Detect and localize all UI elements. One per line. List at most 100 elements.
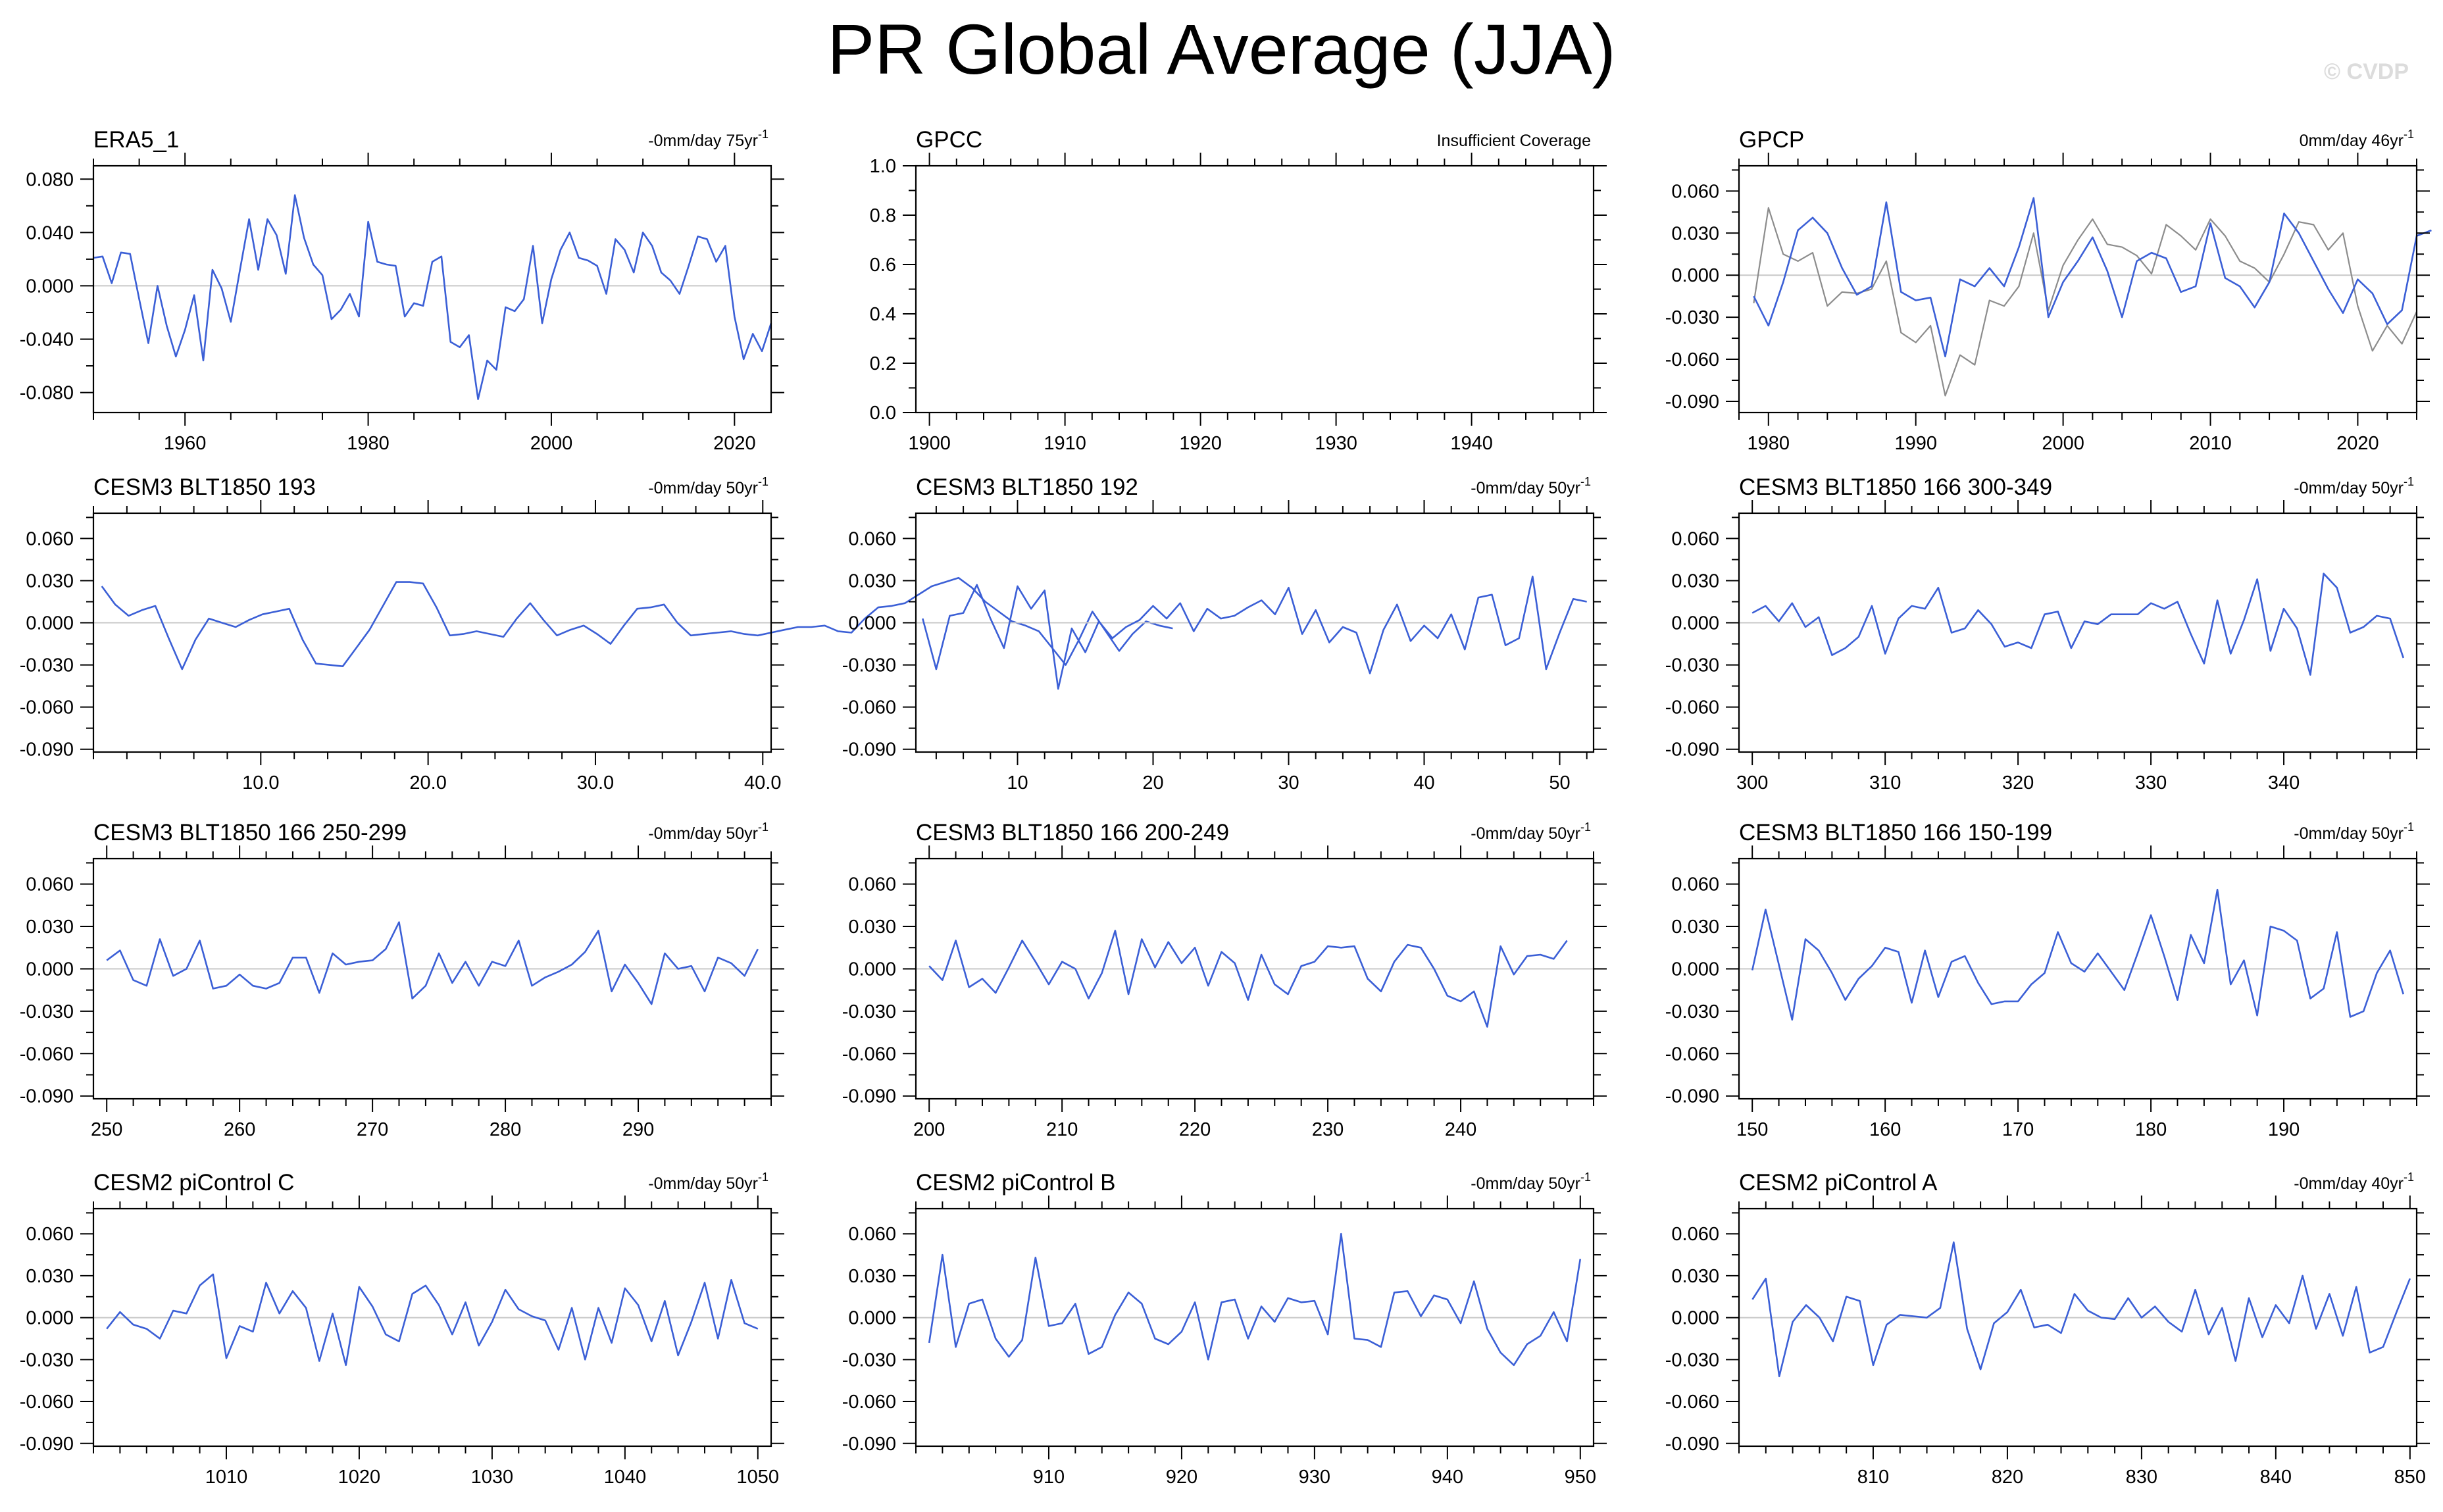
y-tick-label: -0.090 [842, 1086, 896, 1107]
y-tick-label: 0.000 [1671, 613, 1719, 634]
panel-trend-label: -0mm/day 50yr-1 [648, 475, 768, 497]
panel-trend-label: -0mm/day 50yr-1 [648, 1171, 768, 1193]
x-tick-label: 50 [1549, 772, 1570, 794]
x-tick-label: 920 [1166, 1467, 1197, 1488]
x-tick-label: 210 [1046, 1119, 1078, 1140]
series-line-cesm2-picontrol-b [928, 1232, 1582, 1367]
y-tick-label: 0.030 [1671, 223, 1719, 244]
panel-pic_a: 810 820 830 840 850 -0.090 -0.060 -0.030 0.000 0.… [1665, 1170, 2430, 1488]
x-tick-label: 40.0 [744, 772, 781, 794]
trend-superscript: -1 [2404, 1171, 2414, 1184]
x-tick-label: 40 [1413, 772, 1434, 794]
series-line-gpcp [1753, 197, 2432, 358]
y-tick-label: 0.060 [1671, 1224, 1719, 1245]
y-tick-label: -0.090 [20, 1086, 74, 1107]
y-tick-label: -0.060 [1665, 697, 1719, 718]
plot-frame [1738, 857, 2418, 1100]
x-tick-label: 1960 [164, 433, 207, 454]
y-tick-label: 0.060 [848, 1224, 896, 1245]
panel-blt166d: 150 160 170 180 190 -0.090 -0.060 -0.030 0.000 0.… [1665, 820, 2430, 1140]
trend-superscript: -1 [758, 1171, 768, 1184]
y-tick-label: -0.090 [20, 1434, 74, 1455]
y-tick-label: 0.030 [848, 570, 896, 592]
panel-title: CESM2 piControl C [93, 1170, 294, 1196]
plot-frame [92, 1207, 772, 1448]
y-tick-label: 0.6 [870, 255, 896, 276]
trend-superscript: -1 [2404, 820, 2414, 834]
y-tick-label: -0.040 [20, 330, 74, 351]
panel-pic_b: 910 920 930 940 950 -0.090 -0.060 -0.030 0.000 0.… [842, 1170, 1607, 1488]
y-tick-label: 1.0 [870, 156, 896, 177]
x-tick-label: 930 [1299, 1467, 1330, 1488]
y-tick-label: 0.000 [1671, 265, 1719, 286]
x-tick-label: 1900 [908, 433, 951, 454]
y-tick-label: -0.060 [842, 697, 896, 718]
plot-frame [1738, 1207, 2418, 1448]
panel-trend-label: -0mm/day 50yr-1 [2294, 820, 2414, 843]
panel-trend-label: -0mm/day 50yr-1 [2294, 475, 2414, 497]
y-tick-label: 0.040 [26, 222, 74, 243]
y-tick-label: -0.030 [842, 1349, 896, 1371]
x-tick-label: 940 [1432, 1467, 1463, 1488]
y-tick-label: -0.090 [20, 740, 74, 761]
trend-superscript: -1 [2404, 475, 2414, 488]
y-tick-label: -0.030 [842, 655, 896, 676]
series-line-cesm3-blt1850-192 [922, 575, 1587, 690]
y-tick-label: 0.000 [26, 1308, 74, 1329]
x-tick-label: 1020 [338, 1467, 381, 1488]
x-tick-label: 170 [2002, 1119, 2034, 1140]
y-tick-label: -0.030 [1665, 1349, 1719, 1371]
x-tick-label: 1980 [347, 433, 390, 454]
y-tick-label: -0.090 [842, 1434, 896, 1455]
y-tick-label: -0.090 [1665, 391, 1719, 413]
figure-title: PR Global Average (JJA) [827, 9, 1616, 89]
y-tick-label: 0.000 [26, 276, 74, 297]
y-tick-label: 0.030 [1671, 1266, 1719, 1287]
panel-title: CESM2 piControl A [1739, 1170, 1938, 1196]
panel-blt193: 10.0 20.0 30.0 40.0 -0.090 -0.060 -0.030 0.000 0… [20, 474, 1173, 794]
y-tick-label: -0.030 [842, 1001, 896, 1022]
series-line-cesm3-blt1850-166-200-249 [928, 930, 1568, 1028]
panel-gpcc: 1900 1910 1920 1930 1940 0.0 0.2 0.4 0.6 0.8 1.0 GP… [870, 127, 1607, 454]
series-line-cesm3-blt1850-193 [101, 576, 1173, 670]
y-tick-label: 0.060 [26, 874, 74, 895]
panel-blt166b: 250 260 270 280 290 -0.090 -0.060 -0.030 0.000 0.… [20, 820, 784, 1140]
x-tick-label: 1010 [205, 1467, 248, 1488]
panel-pic_c: 1010 1020 1030 1040 1050 -0.090 -0.060 -0.030 0.… [20, 1170, 784, 1488]
panel-trend-label: Insufficient Coverage [1437, 132, 1591, 150]
y-tick-label: -0.030 [20, 655, 74, 676]
panel-blt166a: 300 310 320 330 340 -0.090 -0.060 -0.030 0.000 0.… [1665, 474, 2430, 794]
y-tick-label: -0.030 [1665, 307, 1719, 328]
series-line-cesm3-blt1850-166-300-349 [1751, 572, 2405, 676]
y-tick-label: 0.060 [848, 874, 896, 895]
x-tick-label: 2010 [2189, 433, 2232, 454]
x-tick-label: 810 [1857, 1467, 1889, 1488]
x-tick-label: 320 [2002, 772, 2034, 794]
x-tick-label: 2000 [2042, 433, 2084, 454]
x-tick-label: 290 [622, 1119, 654, 1140]
plot-frame [92, 164, 772, 414]
panel-title: ERA5_1 [93, 127, 179, 153]
trend-superscript: -1 [1580, 820, 1591, 834]
y-tick-label: 0.060 [1671, 181, 1719, 202]
x-tick-label: 30 [1278, 772, 1299, 794]
x-tick-label: 910 [1033, 1467, 1065, 1488]
y-tick-label: -0.060 [842, 1044, 896, 1065]
y-tick-label: -0.030 [1665, 655, 1719, 676]
plot-frame [92, 857, 772, 1100]
trend-superscript: -1 [758, 128, 768, 141]
series-line-era5-1 [93, 194, 772, 401]
series-line-cesm3-blt1850-166-150-199 [1751, 888, 2405, 1021]
x-tick-label: 1040 [604, 1467, 647, 1488]
y-tick-label: 0.000 [1671, 959, 1719, 980]
plot-frame [1738, 164, 2418, 414]
plot-frame [915, 1207, 1595, 1448]
x-tick-label: 310 [1869, 772, 1901, 794]
y-tick-label: 0.030 [848, 917, 896, 938]
trend-superscript: -1 [2404, 128, 2414, 141]
x-tick-label: 2020 [2336, 433, 2379, 454]
x-tick-label: 250 [91, 1119, 122, 1140]
panel-gpcp: 1980 1990 2000 2010 2020 -0.090 -0.060 -0.030 0.… [1665, 127, 2432, 454]
y-tick-label: 0.0 [870, 403, 896, 424]
